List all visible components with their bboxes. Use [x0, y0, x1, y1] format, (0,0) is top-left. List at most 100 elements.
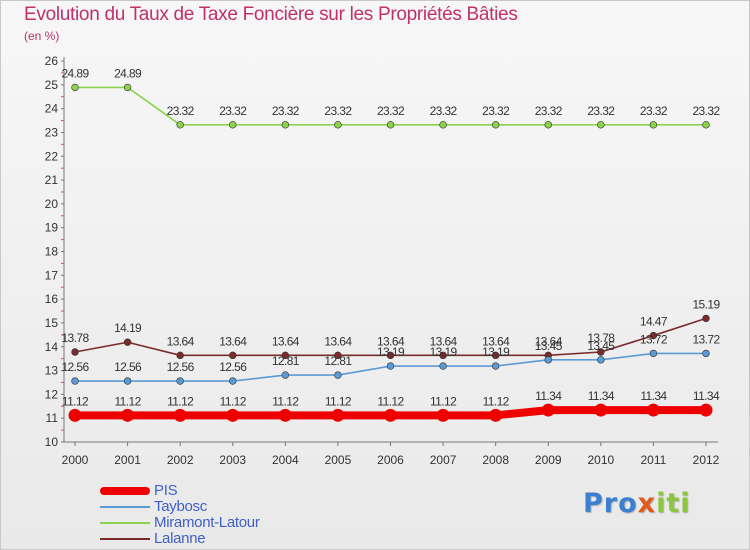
proxiti-logo: Proxiti — [583, 488, 691, 519]
legend-swatch — [100, 538, 150, 540]
data-label: 23.32 — [587, 104, 615, 118]
y-tick-label: 17 — [45, 268, 59, 282]
data-label: 11.12 — [220, 394, 247, 408]
data-point — [71, 83, 79, 92]
data-point — [281, 121, 290, 129]
data-label: 12.81 — [324, 354, 352, 368]
data-label: 23.32 — [535, 104, 563, 118]
data-point — [176, 351, 184, 360]
chart-subtitle: (en %) — [24, 29, 60, 43]
data-label: 14.47 — [640, 315, 668, 329]
y-tick-label: 14 — [45, 340, 59, 354]
data-point — [121, 408, 135, 422]
data-point — [541, 403, 555, 417]
data-label: 13.19 — [377, 345, 405, 359]
data-point — [334, 121, 342, 129]
y-tick-label: 21 — [45, 173, 59, 187]
data-point — [334, 371, 342, 379]
data-point — [702, 349, 710, 358]
data-point — [229, 377, 237, 385]
data-point — [702, 314, 710, 323]
data-point — [597, 348, 605, 356]
legend-label: Miramont-Latour — [154, 514, 260, 531]
data-label: 23.32 — [219, 104, 247, 118]
data-label: 11.34 — [693, 389, 720, 403]
data-point — [229, 351, 237, 360]
legend-label: Taybosc — [154, 498, 207, 515]
y-tick-label: 12 — [45, 387, 59, 401]
data-point — [281, 371, 290, 379]
data-point — [226, 408, 240, 422]
data-label: 11.34 — [588, 389, 615, 403]
data-label: 11.12 — [483, 394, 510, 408]
data-label: 24.89 — [114, 66, 142, 80]
data-point — [123, 377, 132, 385]
x-tick-label: 2010 — [587, 453, 614, 467]
data-label: 12.56 — [167, 360, 195, 374]
data-point — [544, 121, 552, 129]
data-label: 13.72 — [640, 332, 668, 346]
x-tick-label: 2007 — [430, 453, 457, 467]
y-tick-label: 24 — [45, 102, 59, 116]
y-tick-label: 10 — [45, 435, 59, 449]
data-point — [491, 351, 500, 360]
data-label: 23.32 — [324, 104, 352, 118]
data-point — [281, 351, 290, 360]
y-tick-label: 25 — [45, 78, 59, 92]
data-point — [594, 403, 608, 417]
legend-swatch — [100, 487, 150, 495]
data-label: 13.64 — [219, 334, 247, 348]
data-label: 23.32 — [272, 104, 300, 118]
x-tick-label: 2000 — [62, 453, 89, 467]
data-point — [71, 377, 79, 385]
logo-part-2: x — [637, 488, 657, 519]
data-point — [71, 348, 79, 356]
data-label: 12.56 — [61, 360, 89, 374]
data-point — [439, 362, 447, 370]
y-tick-label: 11 — [46, 411, 59, 425]
data-point — [173, 408, 187, 422]
chart-title: Evolution du Taux de Taxe Foncière sur l… — [24, 4, 518, 25]
data-point — [331, 408, 345, 422]
data-label: 13.64 — [535, 334, 563, 348]
data-label: 23.32 — [430, 104, 458, 118]
data-label: 11.12 — [167, 394, 194, 408]
y-tick-label: 23 — [45, 125, 59, 139]
data-label: 11.34 — [535, 389, 562, 403]
data-label: 12.81 — [272, 354, 300, 368]
data-point — [386, 351, 395, 360]
data-label: 13.64 — [482, 334, 510, 348]
data-point — [68, 408, 82, 422]
data-point — [646, 403, 660, 417]
data-label: 13.64 — [272, 334, 300, 348]
data-label: 13.72 — [692, 332, 720, 346]
data-point — [229, 121, 237, 129]
data-point — [334, 351, 342, 360]
y-tick-label: 15 — [45, 316, 59, 330]
data-point — [544, 356, 552, 364]
data-label: 11.12 — [115, 394, 142, 408]
data-label: 13.64 — [167, 334, 195, 348]
data-point — [491, 362, 500, 370]
data-label: 23.32 — [640, 104, 668, 118]
data-point — [436, 408, 450, 422]
logo-part-3: iti — [656, 488, 691, 519]
y-tick-label: 18 — [45, 245, 59, 259]
data-point — [123, 83, 132, 92]
x-tick-label: 2005 — [325, 453, 352, 467]
data-point — [699, 403, 713, 417]
data-label: 13.45 — [535, 339, 563, 353]
data-label: 13.78 — [587, 331, 615, 345]
data-label: 13.64 — [430, 334, 458, 348]
data-point — [439, 351, 447, 360]
data-point — [176, 377, 184, 385]
data-label: 12.56 — [219, 360, 247, 374]
legend-label: Lalanne — [154, 530, 206, 547]
data-point — [176, 121, 184, 129]
x-tick-label: 2006 — [377, 453, 404, 467]
data-label: 23.32 — [167, 104, 195, 118]
data-label: 13.64 — [324, 334, 352, 348]
x-tick-label: 2002 — [167, 453, 194, 467]
